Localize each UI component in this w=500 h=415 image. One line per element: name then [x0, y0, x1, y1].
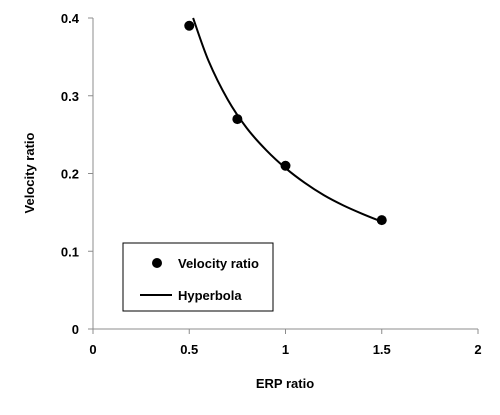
x-axis-title: ERP ratio	[256, 376, 314, 391]
plot-area	[184, 17, 387, 226]
y-tick-label: 0	[72, 322, 79, 337]
x-tick-label: 0	[89, 342, 96, 357]
legend-label-velocity-ratio: Velocity ratio	[178, 256, 259, 271]
x-tick-label: 0.5	[180, 342, 198, 357]
y-tick-label: 0.4	[61, 11, 80, 26]
x-tick-label: 1.5	[373, 342, 391, 357]
velocity-ratio-point	[376, 215, 387, 226]
velocity-ratio-point	[184, 20, 195, 31]
velocity-ratio-point	[232, 114, 243, 125]
y-axis-title: Velocity ratio	[22, 132, 37, 213]
y-ticks: 0 0.1 0.2 0.3 0.4	[61, 11, 93, 337]
x-tick-label: 1	[282, 342, 289, 357]
x-ticks: 0 0.5 1 1.5 2	[89, 329, 482, 357]
legend-box	[122, 242, 274, 312]
y-tick-label: 0.1	[61, 244, 79, 259]
y-tick-label: 0.2	[61, 167, 79, 182]
x-tick-label: 2	[474, 342, 481, 357]
legend-label-hyperbola: Hyperbola	[178, 288, 242, 303]
legend: Velocity ratio Hyperbola	[122, 242, 274, 312]
y-tick-label: 0.3	[61, 89, 79, 104]
velocity-ratio-point	[280, 160, 291, 171]
legend-marker-icon	[152, 258, 162, 268]
hyperbola-line	[192, 17, 383, 223]
